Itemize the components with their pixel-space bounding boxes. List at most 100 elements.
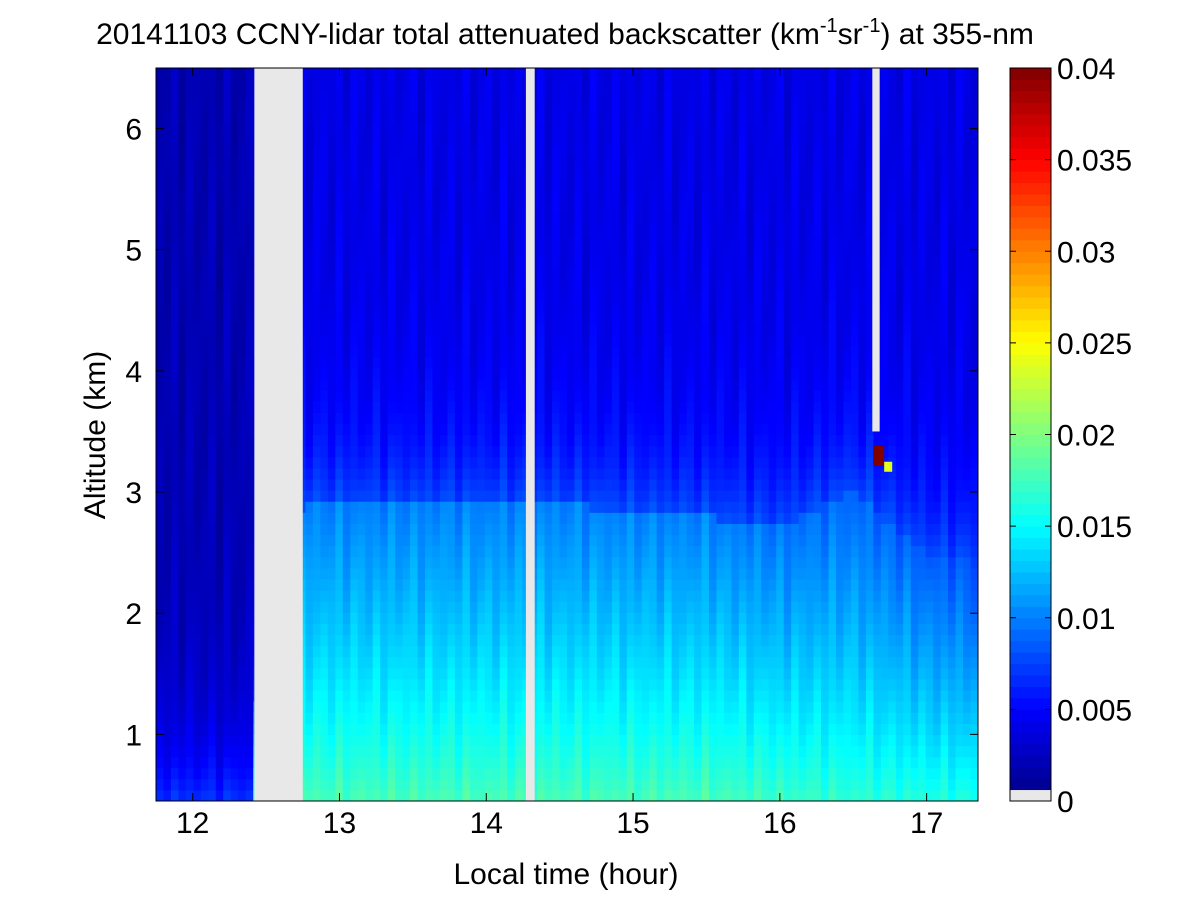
heatmap-cell (185, 689, 194, 702)
heatmap-cell (611, 201, 620, 213)
heatmap-cell (200, 267, 209, 280)
heatmap-cell (574, 778, 583, 791)
heatmap-cell (664, 234, 673, 247)
heatmap-cell (410, 490, 419, 502)
heatmap-cell (163, 301, 172, 313)
heatmap-cell (305, 301, 314, 313)
heatmap-cell (447, 68, 456, 80)
heatmap-cell (611, 167, 620, 180)
heatmap-cell (156, 745, 165, 758)
heatmap-cell (395, 179, 404, 191)
heatmap-cell (507, 356, 516, 369)
heatmap-cell (686, 445, 695, 458)
heatmap-cell (238, 234, 247, 247)
heatmap-cell (507, 601, 516, 613)
heatmap-cell (574, 678, 583, 691)
heatmap-cell (200, 223, 209, 236)
heatmap-cell (200, 523, 209, 536)
heatmap-cell (178, 467, 187, 480)
heatmap-cell (335, 245, 344, 258)
heatmap-cell (619, 79, 628, 91)
heatmap-cell (439, 534, 449, 547)
heatmap-cell (335, 190, 344, 202)
heatmap-cell (417, 234, 426, 247)
heatmap-cell (305, 523, 314, 536)
heatmap-cell (649, 789, 658, 801)
heatmap-cell (387, 401, 396, 413)
heatmap-cell (320, 623, 329, 636)
heatmap-cell (507, 678, 516, 691)
heatmap-cell (223, 101, 232, 114)
heatmap-cell (342, 378, 351, 391)
heatmap-cell (193, 767, 202, 780)
heatmap-cell (544, 179, 553, 191)
heatmap-cell (716, 634, 725, 647)
heatmap-cell (574, 501, 583, 513)
heatmap-cell (215, 378, 224, 391)
heatmap-cell (327, 501, 336, 513)
heatmap-cell (634, 578, 643, 591)
heatmap-cell (694, 256, 703, 269)
heatmap-cell (156, 645, 165, 658)
heatmap-cell (230, 390, 239, 402)
heatmap-cell (611, 112, 620, 125)
heatmap-cell (432, 634, 441, 647)
heatmap-cell (395, 112, 404, 125)
heatmap-cell (701, 112, 710, 125)
heatmap-cell (320, 745, 329, 758)
heatmap-cell (619, 545, 628, 558)
heatmap-cell (671, 567, 680, 580)
heatmap-cell (708, 123, 718, 136)
heatmap-cell (611, 467, 620, 480)
heatmap-cell (454, 234, 463, 247)
heatmap-cell (439, 734, 449, 747)
heatmap-cell (454, 778, 463, 791)
heatmap-cell (200, 423, 209, 436)
heatmap-cell (649, 667, 658, 680)
heatmap-cell (223, 267, 232, 280)
heatmap-cell (492, 512, 501, 524)
heatmap-cell (432, 689, 441, 702)
heatmap-cell (694, 745, 703, 758)
heatmap-cell (581, 490, 591, 502)
heatmap-cell (185, 201, 194, 213)
heatmap-cell (320, 656, 329, 669)
heatmap-cell (611, 589, 620, 602)
heatmap-cell (380, 456, 389, 469)
heatmap-cell (514, 501, 523, 513)
heatmap-cell (559, 356, 568, 369)
heatmap-cell (410, 612, 419, 624)
heatmap-cell (679, 423, 688, 436)
heatmap-cell (656, 701, 665, 713)
heatmap-cell (499, 345, 508, 358)
heatmap-cell (649, 223, 658, 236)
heatmap-cell (425, 412, 434, 424)
heatmap-cell (245, 367, 254, 380)
heatmap-cell (537, 701, 546, 713)
heatmap-cell (649, 112, 658, 125)
heatmap-cell (305, 545, 314, 558)
heatmap-cell (671, 789, 680, 801)
heatmap-cell (492, 778, 501, 791)
heatmap-cell (156, 290, 165, 302)
heatmap-cell (552, 534, 561, 547)
heatmap-cell (387, 678, 396, 691)
heatmap-cell (410, 723, 419, 735)
heatmap-cell (223, 589, 232, 602)
heatmap-cell (701, 756, 710, 769)
heatmap-cell (589, 234, 598, 247)
heatmap-cell (664, 301, 673, 313)
heatmap-cell (462, 312, 471, 325)
heatmap-cell (477, 789, 486, 801)
heatmap-cell (694, 445, 703, 458)
heatmap-cell (350, 712, 359, 724)
heatmap-cell (432, 701, 441, 713)
heatmap-cell (327, 656, 336, 669)
heatmap-cell (432, 279, 441, 291)
heatmap-cell (417, 345, 426, 358)
heatmap-cell (694, 234, 703, 247)
heatmap-cell (664, 156, 673, 169)
heatmap-cell (178, 356, 187, 369)
heatmap-cell (350, 478, 359, 491)
heatmap-cell (215, 589, 224, 602)
